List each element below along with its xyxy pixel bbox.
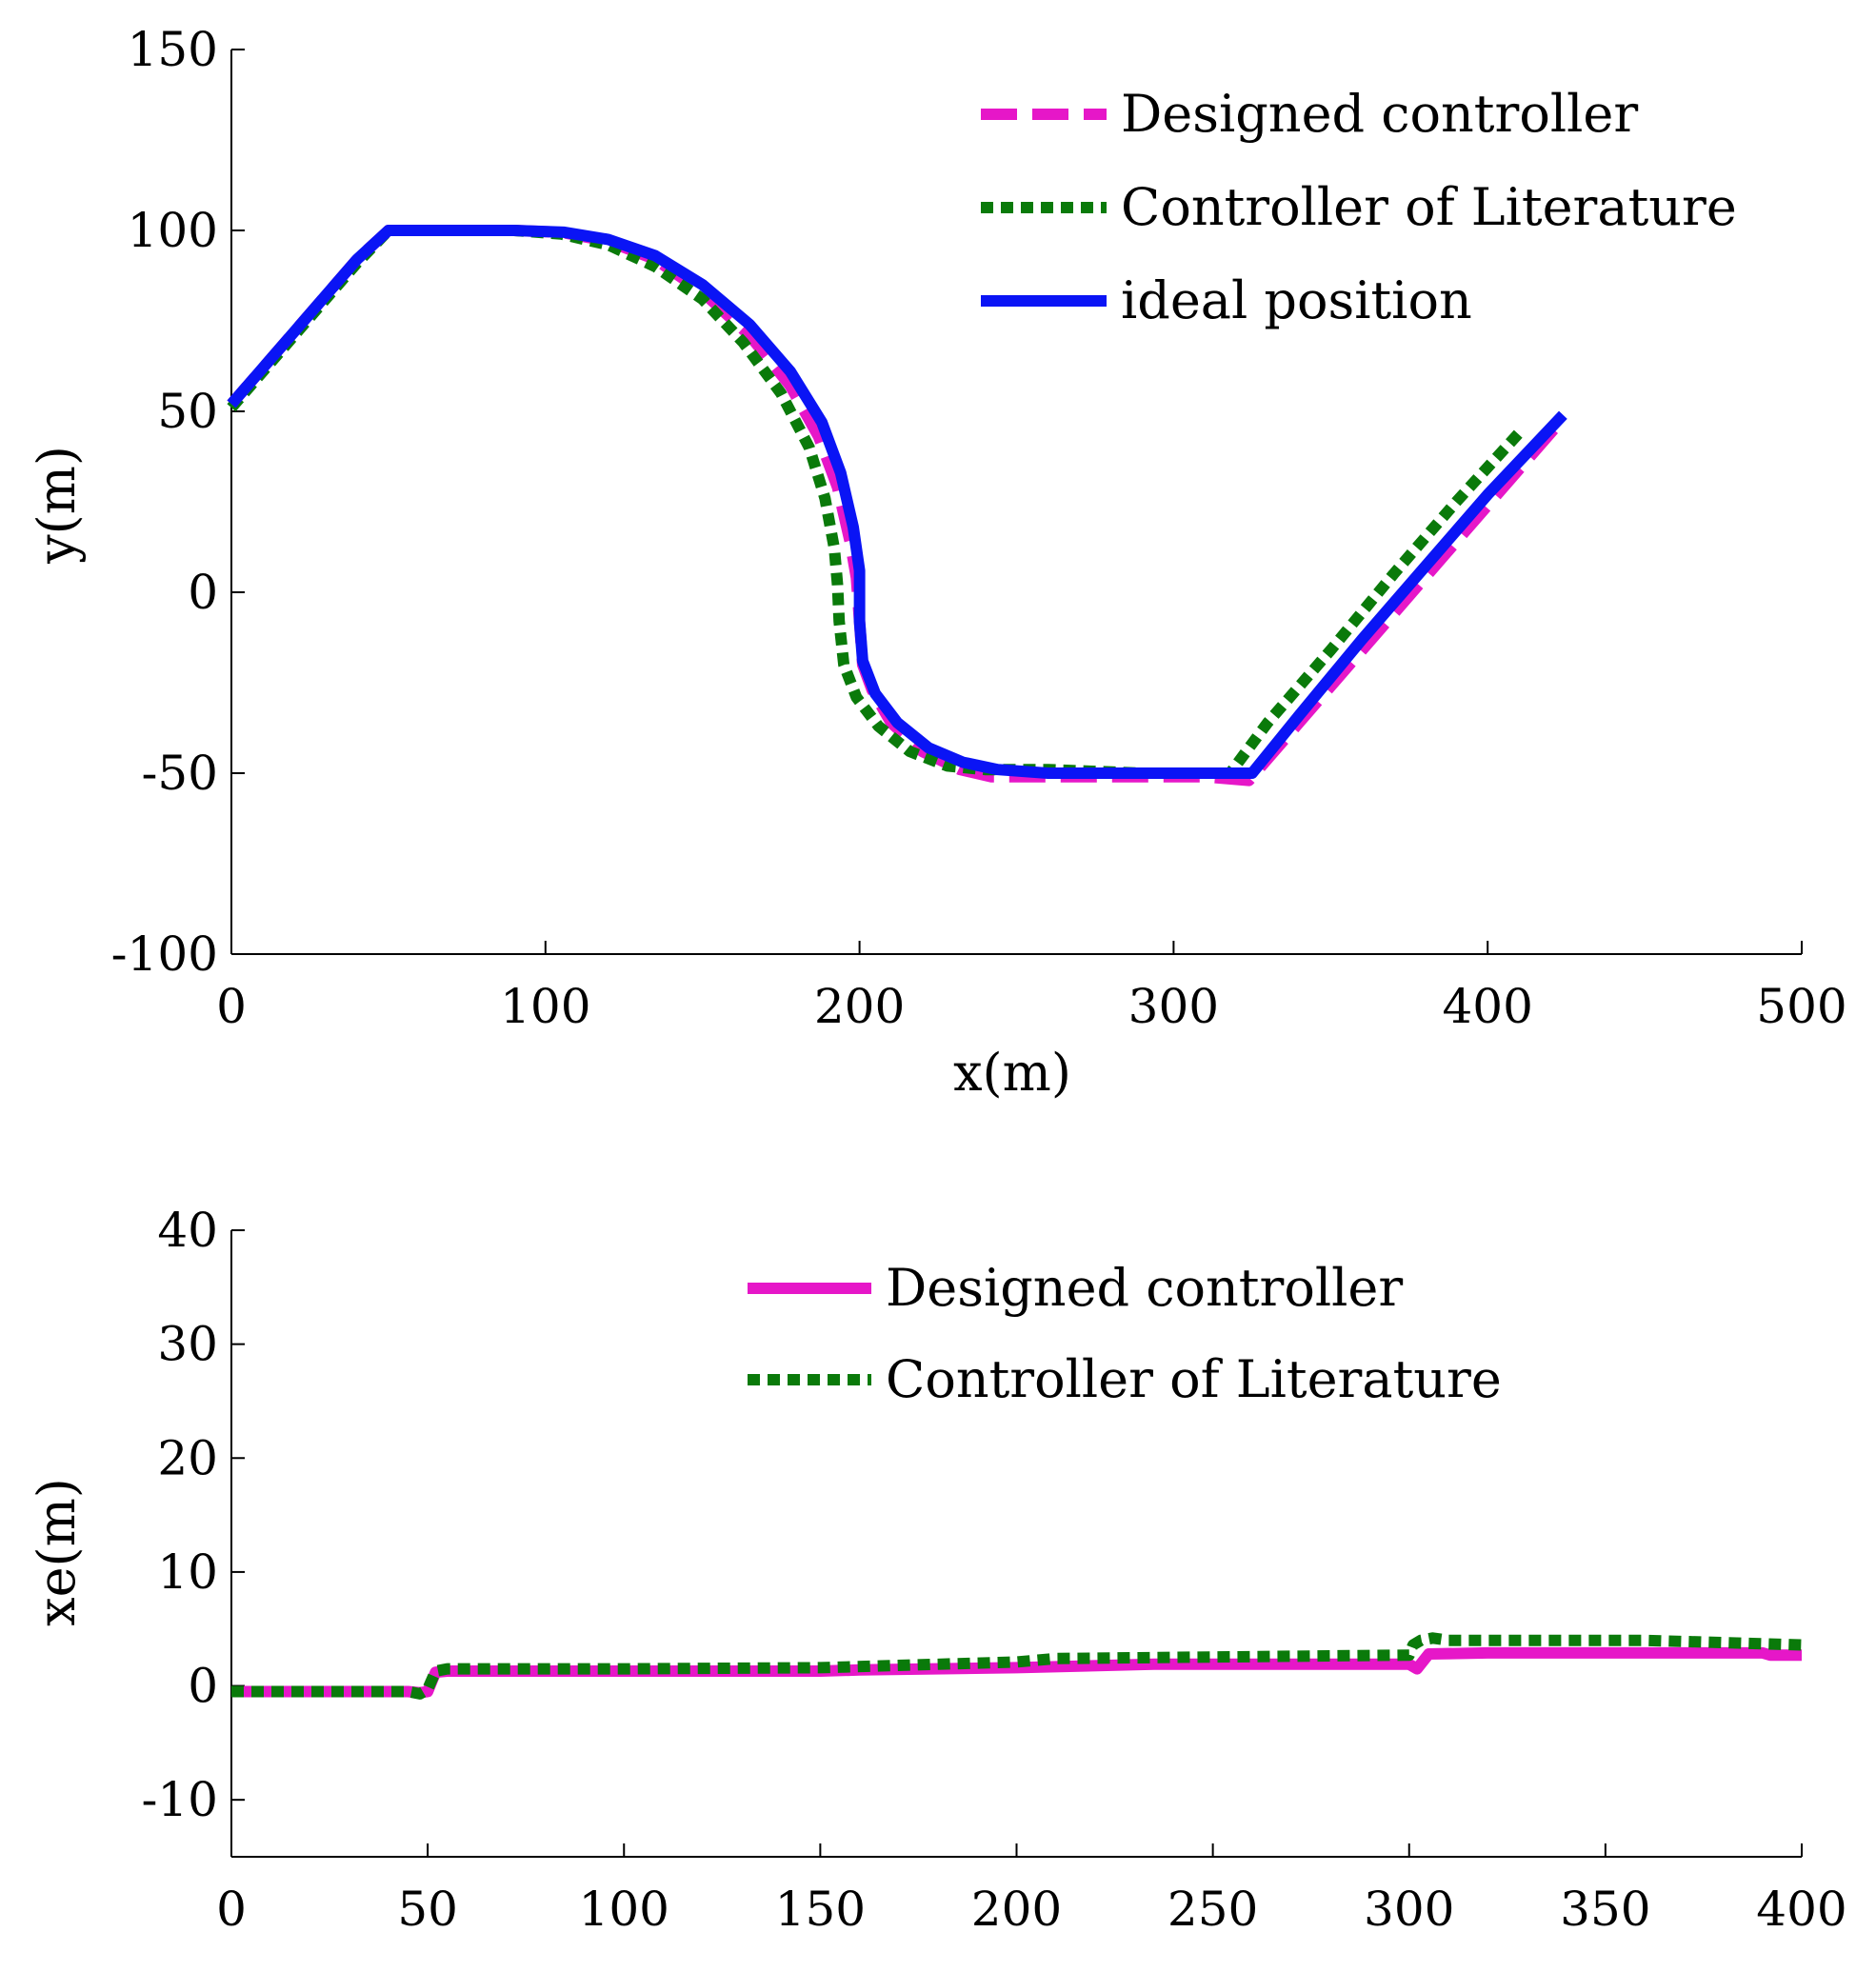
series-controller-of-literature bbox=[231, 1632, 1803, 1700]
y-tick-label: -100 bbox=[111, 926, 218, 982]
y-tick-label: 30 bbox=[157, 1317, 218, 1372]
x-tick-label: 300 bbox=[1128, 979, 1219, 1034]
ylabel-trajectory: y(m) bbox=[27, 446, 87, 565]
x-tick-label: 200 bbox=[814, 979, 905, 1034]
xe-error-plot: xe(m) 0 50 100 150 200 250 300 350 400 -10 0 10 20 30… bbox=[27, 1203, 1847, 1937]
x-tick-label: 150 bbox=[775, 1882, 866, 1937]
x-tick-label: 0 bbox=[216, 1882, 247, 1937]
y-tick-label: 40 bbox=[157, 1203, 218, 1258]
x-tick-label: 0 bbox=[216, 979, 247, 1034]
y-tick-label: -10 bbox=[141, 1772, 218, 1827]
x-tick-label: 100 bbox=[579, 1882, 669, 1937]
x-tick-label: 200 bbox=[971, 1882, 1062, 1937]
x-tick-label: 250 bbox=[1168, 1882, 1258, 1937]
x-tick-label: 500 bbox=[1756, 979, 1846, 1034]
y-tick-label: 150 bbox=[128, 22, 218, 77]
legend-label-controller-of-literature: Controller of Literature bbox=[886, 1349, 1502, 1409]
trajectory-plot: x(m) y(m) 0 100 200 300 400 500 -100 -50 0 50 100 1… bbox=[27, 22, 1847, 1103]
series-ideal-position bbox=[227, 225, 1567, 779]
x-tick-label: 400 bbox=[1756, 1882, 1846, 1937]
y-tick-label: 0 bbox=[188, 1659, 218, 1714]
xlabel-trajectory: x(m) bbox=[953, 1043, 1071, 1103]
y-tick-label: 50 bbox=[157, 384, 218, 439]
x-tick-label: 350 bbox=[1560, 1882, 1650, 1937]
x-tick-label: 100 bbox=[500, 979, 590, 1034]
x-tick-label: 400 bbox=[1442, 979, 1532, 1034]
y-tick-label: 0 bbox=[188, 565, 218, 620]
ylabel-xe: xe(m) bbox=[27, 1478, 87, 1626]
legend-label-designed-controller: Designed controller bbox=[1121, 84, 1638, 144]
x-tick-label: 300 bbox=[1364, 1882, 1454, 1937]
legend-label-designed-controller: Designed controller bbox=[886, 1258, 1403, 1318]
y-tick-label: 20 bbox=[157, 1430, 218, 1485]
y-tick-label: 100 bbox=[128, 203, 218, 258]
legend-label-ideal-position: ideal position bbox=[1121, 270, 1472, 330]
x-tick-label: 50 bbox=[397, 1882, 458, 1937]
legend-label-controller-of-literature: Controller of Literature bbox=[1121, 177, 1737, 237]
y-tick-label: -50 bbox=[141, 746, 218, 801]
y-tick-label: 10 bbox=[157, 1544, 218, 1600]
